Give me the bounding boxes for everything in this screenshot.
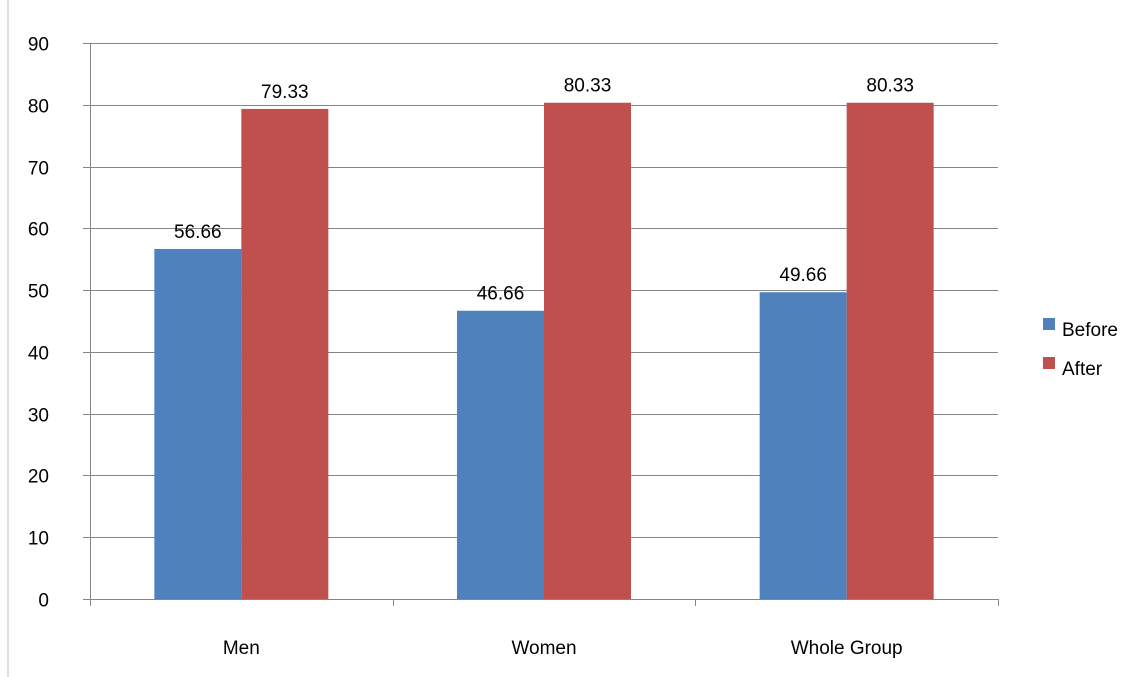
y-tick-label: 30 bbox=[28, 406, 49, 427]
x-tick-label: Women bbox=[511, 638, 576, 659]
bar-after-whole-group bbox=[846, 102, 934, 600]
data-label: 56.66 bbox=[174, 222, 222, 243]
y-tick-label: 60 bbox=[28, 220, 49, 241]
bar-after-women bbox=[544, 102, 631, 600]
y-tick-label: 50 bbox=[28, 282, 49, 303]
axes bbox=[83, 43, 999, 606]
data-label: 79.33 bbox=[261, 82, 309, 103]
legend-swatch-before bbox=[1043, 318, 1055, 330]
y-tick-label: 70 bbox=[28, 159, 49, 180]
bar-before-whole-group bbox=[759, 292, 847, 599]
y-tick-label: 40 bbox=[28, 344, 49, 365]
y-tick-label: 0 bbox=[38, 591, 49, 612]
legend-swatch-after bbox=[1043, 357, 1055, 369]
legend: Before After bbox=[1043, 318, 1118, 380]
data-label: 80.33 bbox=[564, 76, 612, 97]
y-tick-label: 20 bbox=[28, 467, 49, 488]
bar-after-men bbox=[241, 108, 329, 600]
data-label: 49.66 bbox=[779, 265, 827, 286]
y-tick-label: 80 bbox=[28, 97, 49, 118]
bar-before-women bbox=[457, 310, 544, 599]
bar-before-men bbox=[154, 248, 242, 600]
y-axis-tick-labels: 0 10 20 30 40 50 60 70 80 90 bbox=[28, 35, 49, 612]
legend-label-after: After bbox=[1062, 359, 1103, 380]
y-tick-label: 10 bbox=[28, 529, 49, 550]
data-label: 80.33 bbox=[866, 76, 914, 97]
legend-label-before: Before bbox=[1062, 320, 1118, 341]
data-label: 46.66 bbox=[477, 284, 525, 305]
x-axis-tick-labels: Men Women Whole Group bbox=[223, 638, 903, 659]
data-labels: 56.66 46.66 49.66 79.33 80.33 80.33 bbox=[174, 76, 914, 305]
x-tick-label: Men bbox=[223, 638, 260, 659]
bars bbox=[154, 102, 934, 600]
y-tick-label: 90 bbox=[28, 35, 49, 56]
x-tick-label: Whole Group bbox=[791, 638, 903, 659]
